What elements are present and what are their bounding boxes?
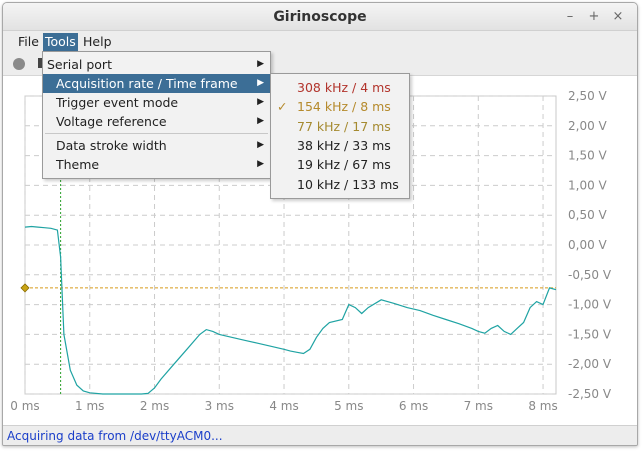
menu-item-label: Serial port (47, 57, 112, 72)
y-tick-label: 2,00 V (568, 119, 608, 133)
menu-item-stroke-width[interactable]: Data stroke width ▶ (43, 136, 270, 155)
title-bar[interactable]: Girinoscope – + × (3, 3, 637, 31)
y-tick-label: -2,50 V (568, 387, 612, 401)
submenu-arrow-icon: ▶ (257, 59, 264, 69)
x-tick-label: 4 ms (269, 399, 298, 413)
menu-item-label: Theme (56, 157, 100, 172)
close-icon[interactable]: × (612, 9, 624, 24)
menu-file[interactable]: File (18, 34, 39, 49)
menu-item-theme[interactable]: Theme ▶ (43, 155, 270, 174)
trigger-level-marker (20, 283, 30, 293)
y-tick-label: -1,50 V (568, 327, 612, 341)
rate-option-10khz[interactable]: 10 kHz / 133 ms (271, 175, 409, 194)
record-icon[interactable] (13, 58, 25, 70)
submenu-arrow-icon: ▶ (257, 159, 264, 169)
menu-item-trigger-mode[interactable]: Trigger event mode ▶ (43, 93, 270, 112)
status-bar: Acquiring data from /dev/ttyACM0... (3, 425, 637, 445)
x-tick-label: 8 ms (528, 399, 557, 413)
rate-option-19khz[interactable]: 19 kHz / 67 ms (271, 155, 409, 174)
y-tick-label: -2,00 V (568, 357, 612, 371)
menu-tools[interactable]: Tools (43, 33, 78, 51)
menu-item-label: Voltage reference (56, 114, 167, 129)
menu-item-acquisition-rate[interactable]: Acquisition rate / Time frame ▶ (43, 74, 270, 93)
rate-option-77khz[interactable]: 77 kHz / 17 ms (271, 117, 409, 136)
rate-option-label: 19 kHz / 67 ms (297, 157, 391, 172)
rate-option-label: 77 kHz / 17 ms (297, 119, 391, 134)
submenu-arrow-icon: ▶ (257, 78, 264, 88)
x-tick-label: 5 ms (334, 399, 363, 413)
y-tick-label: 0,00 V (568, 238, 608, 252)
submenu-arrow-icon: ▶ (257, 140, 264, 150)
checkmark-icon: ✓ (277, 99, 288, 114)
y-tick-label: 1,00 V (568, 178, 608, 192)
x-tick-label: 6 ms (399, 399, 428, 413)
y-tick-label: 2,50 V (568, 89, 608, 103)
maximize-icon[interactable]: + (588, 9, 600, 24)
x-tick-label: 0 ms (10, 399, 39, 413)
rate-option-38khz[interactable]: 38 kHz / 33 ms (271, 136, 409, 155)
status-message: Acquiring data from /dev/ttyACM0... (7, 429, 223, 443)
menu-item-label: Data stroke width (56, 138, 167, 153)
rate-option-label: 154 kHz / 8 ms (297, 99, 391, 114)
y-tick-label: 0,50 V (568, 208, 608, 222)
menu-separator (45, 133, 268, 134)
menu-help[interactable]: Help (83, 34, 112, 49)
x-tick-label: 3 ms (205, 399, 234, 413)
x-tick-label: 1 ms (75, 399, 104, 413)
menu-item-voltage-reference[interactable]: Voltage reference ▶ (43, 112, 270, 131)
menu-item-serial-port[interactable]: Serial port ▶ (43, 55, 270, 74)
menu-item-label: Acquisition rate / Time frame (56, 76, 238, 91)
rate-option-308khz[interactable]: 308 kHz / 4 ms (271, 78, 409, 97)
submenu-arrow-icon: ▶ (257, 116, 264, 126)
tools-dropdown-menu: Serial port ▶ Acquisition rate / Time fr… (42, 51, 271, 179)
menu-bar: File Tools Help (3, 31, 637, 52)
signal-trace (24, 225, 557, 395)
rate-option-label: 10 kHz / 133 ms (297, 177, 399, 192)
menu-item-label: Trigger event mode (56, 95, 179, 110)
rate-option-label: 38 kHz / 33 ms (297, 138, 391, 153)
x-tick-label: 7 ms (464, 399, 493, 413)
window-title: Girinoscope (273, 9, 367, 25)
y-tick-label: 1,50 V (568, 149, 608, 163)
minimize-icon[interactable]: – (566, 9, 574, 24)
x-tick-label: 2 ms (140, 399, 169, 413)
rate-option-label: 308 kHz / 4 ms (297, 80, 391, 95)
acquisition-rate-submenu: 308 kHz / 4 ms ✓ 154 kHz / 8 ms 77 kHz /… (270, 73, 410, 199)
y-tick-label: -1,00 V (568, 298, 612, 312)
y-tick-label: -0,50 V (568, 268, 612, 282)
submenu-arrow-icon: ▶ (257, 97, 264, 107)
rate-option-154khz[interactable]: ✓ 154 kHz / 8 ms (271, 97, 409, 116)
